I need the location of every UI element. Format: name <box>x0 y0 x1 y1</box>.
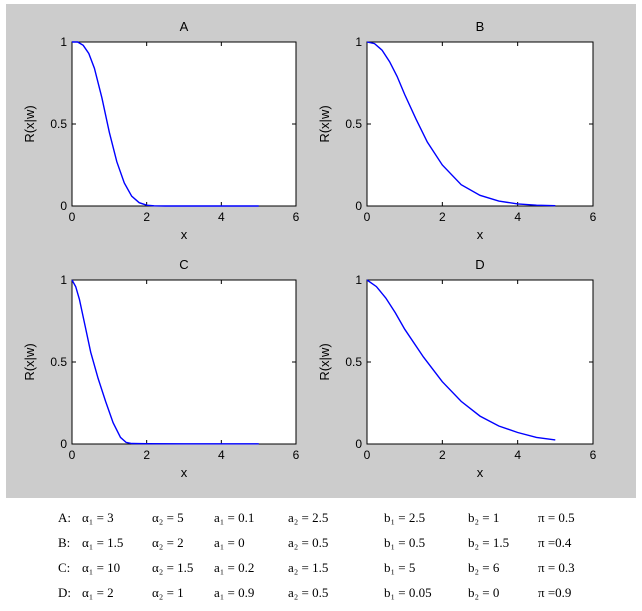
subplot-d: 0 2 4 6 0 0.5 1 Dx R(x|w) <box>317 257 597 480</box>
series-line <box>366 279 556 441</box>
plot-title: B <box>476 19 485 34</box>
param-pi: π =0.4 <box>538 535 572 550</box>
param-alpha1: α₁ = 10 <box>82 560 121 575</box>
param-row-a: A: α₁ = 3 α₂ = 5 a₁ = 0.1 a₂ = 2.5 b₁ = 2.5 b₂… <box>0 508 642 532</box>
param-a1: a₁ = 0.9 <box>214 585 255 600</box>
param-pi: π = 0.3 <box>538 560 575 575</box>
param-row: C: <box>58 560 71 575</box>
y-axis-label: R(x|w) <box>317 343 332 380</box>
param-row-c: C: α₁ = 10 α₂ = 1.5 a₁ = 0.2 a₂ = 1.5 b₁ = 5 b… <box>0 558 642 582</box>
series-line <box>71 279 259 445</box>
y-tick-label: 0 <box>355 199 362 213</box>
param-alpha2: α₂ = 5 <box>152 510 184 525</box>
param-row-d: D: α₁ = 2 α₂ = 1 a₁ = 0.9 a₂ = 0.5 b₁ = 0.05 b… <box>0 583 642 607</box>
param-row: D: <box>58 585 71 600</box>
param-alpha1: α₁ = 2 <box>82 585 114 600</box>
x-axis-label: x <box>181 465 188 480</box>
param-b1: b₁ = 0.5 <box>384 535 426 550</box>
plot-title: D <box>475 257 484 272</box>
param-b1: b₁ = 0.05 <box>384 585 432 600</box>
param-a2: a₂ = 1.5 <box>288 560 329 575</box>
subplot-b: 0 2 4 6 0 0.5 1 Bx R(x|w) <box>317 19 597 242</box>
y-tick-label: 1 <box>60 35 67 49</box>
x-tick-label: 6 <box>590 448 597 462</box>
y-tick-label: 0.5 <box>50 355 67 369</box>
y-tick-label: 1 <box>60 273 67 287</box>
x-tick-label: 2 <box>439 448 446 462</box>
x-axis-label: x <box>181 227 188 242</box>
series-line <box>366 41 556 207</box>
y-tick-label: 0.5 <box>50 117 67 131</box>
param-row: B: <box>58 535 71 550</box>
param-alpha1: α₁ = 1.5 <box>82 535 124 550</box>
param-a2: a₂ = 0.5 <box>288 535 329 550</box>
param-a1: a₁ = 0.2 <box>214 560 255 575</box>
param-alpha2: α₂ = 2 <box>152 535 184 550</box>
y-tick-label: 1 <box>355 35 362 49</box>
parameter-table: A: α₁ = 3 α₂ = 5 a₁ = 0.1 a₂ = 2.5 b₁ = 2.5 b₂… <box>0 508 642 608</box>
param-row-b: B: α₁ = 1.5 α₂ = 2 a₁ = 0 a₂ = 0.5 b₁ = 0.5 b₂… <box>0 533 642 557</box>
param-a2: a₂ = 0.5 <box>288 585 329 600</box>
param-pi: π =0.9 <box>538 585 572 600</box>
subplot-a: 0 2 4 6 0 0.5 1 Ax R(x|w) <box>22 19 300 242</box>
y-tick-label: 0.5 <box>345 355 362 369</box>
x-tick-label: 6 <box>293 210 300 224</box>
param-a1: a₁ = 0 <box>214 535 245 550</box>
param-b2: b₂ = 6 <box>468 560 500 575</box>
plot-title: C <box>179 257 188 272</box>
x-axis-label: x <box>477 227 484 242</box>
x-tick-label: 0 <box>364 448 371 462</box>
y-tick-label: 0 <box>60 199 67 213</box>
x-tick-label: 4 <box>218 210 225 224</box>
x-tick-label: 2 <box>143 210 150 224</box>
y-axis-label: R(x|w) <box>317 105 332 142</box>
y-tick-label: 0 <box>355 437 362 451</box>
plot-title: A <box>180 19 189 34</box>
param-b2: b₂ = 1 <box>468 510 500 525</box>
param-a1: a₁ = 0.1 <box>214 510 255 525</box>
param-alpha2: α₂ = 1.5 <box>152 560 194 575</box>
plot-area <box>71 41 297 207</box>
y-tick-label: 0.5 <box>345 117 362 131</box>
param-a2: a₂ = 2.5 <box>288 510 329 525</box>
param-pi: π = 0.5 <box>538 510 575 525</box>
x-tick-label: 6 <box>293 448 300 462</box>
x-tick-label: 0 <box>364 210 371 224</box>
x-tick-label: 6 <box>590 210 597 224</box>
x-tick-label: 4 <box>514 448 521 462</box>
param-b2: b₂ = 0 <box>468 585 500 600</box>
y-axis-label: R(x|w) <box>22 105 37 142</box>
x-tick-label: 0 <box>69 448 76 462</box>
param-b1: b₁ = 2.5 <box>384 510 426 525</box>
plot-area <box>366 279 594 445</box>
x-tick-label: 4 <box>218 448 225 462</box>
y-axis-label: R(x|w) <box>22 343 37 380</box>
plot-area <box>366 41 594 207</box>
x-tick-label: 2 <box>143 448 150 462</box>
x-axis-label: x <box>477 465 484 480</box>
param-b2: b₂ = 1.5 <box>468 535 510 550</box>
param-b1: b₁ = 5 <box>384 560 416 575</box>
y-tick-label: 1 <box>355 273 362 287</box>
param-alpha1: α₁ = 3 <box>82 510 114 525</box>
series-line <box>72 41 259 207</box>
x-tick-label: 0 <box>69 210 76 224</box>
param-alpha2: α₂ = 1 <box>152 585 184 600</box>
param-row: A: <box>58 510 71 525</box>
subplot-c: 0 2 4 6 0 0.5 1 Cx R(x|w) <box>22 257 300 480</box>
x-tick-label: 2 <box>439 210 446 224</box>
y-tick-label: 0 <box>60 437 67 451</box>
plot-area <box>71 279 297 445</box>
x-tick-label: 4 <box>514 210 521 224</box>
